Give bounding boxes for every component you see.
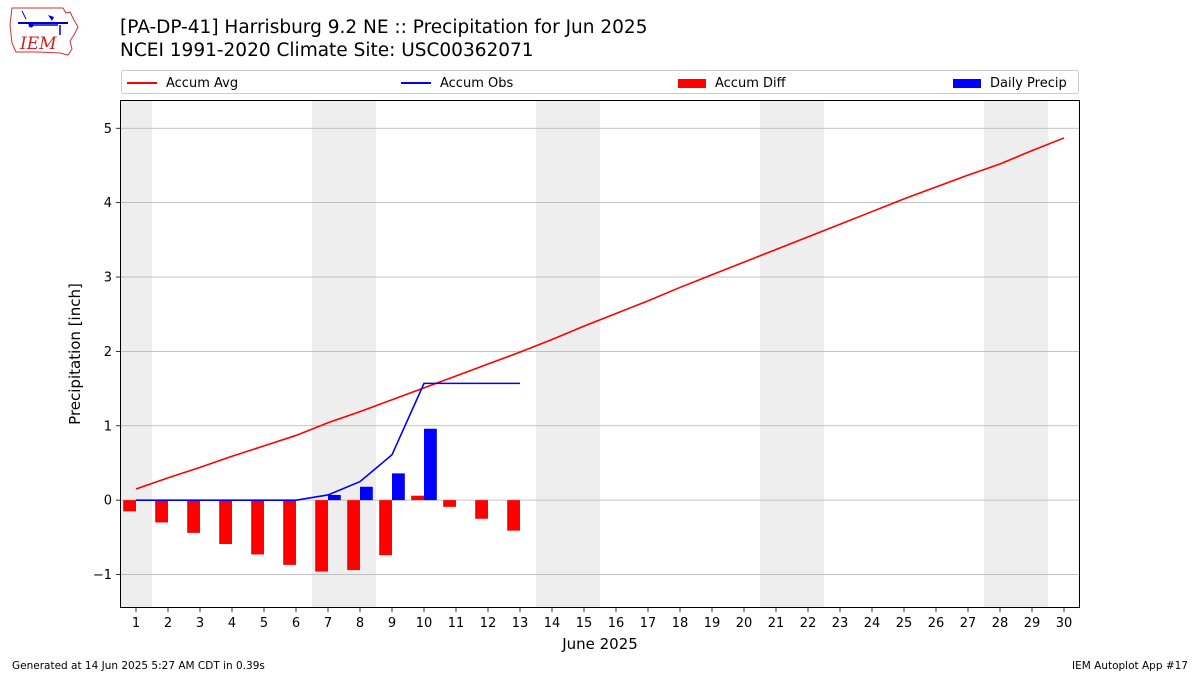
x-tick-label: 15	[576, 616, 593, 631]
lines	[135, 137, 1065, 501]
x-tick-label: 19	[704, 616, 721, 631]
x-tick-label: 12	[480, 616, 497, 631]
x-tick-label: 1	[132, 616, 140, 631]
x-tick-label: 3	[196, 616, 204, 631]
bar-accum-diff	[251, 500, 264, 555]
y-tick-label: 0	[104, 494, 112, 509]
x-tick-label: 26	[928, 616, 945, 631]
x-tick-label: 14	[544, 616, 561, 631]
x-tick-label: 20	[736, 616, 753, 631]
x-tick-label: 7	[324, 616, 332, 631]
x-tick-label: 22	[800, 616, 817, 631]
bar-accum-diff	[347, 500, 360, 571]
y-axis-label: Precipitation [inch]	[66, 283, 84, 425]
bar-accum-diff	[507, 500, 520, 531]
legend-label-daily: Daily Precip	[990, 75, 1067, 91]
x-tick-label: 27	[960, 616, 977, 631]
plot-frame	[120, 100, 1080, 608]
x-tick-label: 8	[356, 616, 364, 631]
generated-footer: Generated at 14 Jun 2025 5:27 AM CDT in …	[12, 660, 265, 672]
weekend-shading	[120, 100, 1048, 608]
x-tick-label: 2	[164, 616, 172, 631]
weekend-band-4	[760, 100, 824, 608]
bar-accum-diff	[411, 495, 424, 501]
legend-item-accum-avg: Accum Avg	[127, 74, 238, 92]
x-tick-label: 24	[864, 616, 881, 631]
app-footer: IEM Autoplot App #17	[1072, 660, 1188, 672]
iem-logo: IEM	[9, 7, 79, 56]
x-tick-label: 18	[672, 616, 689, 631]
bar-daily-precip	[360, 486, 373, 501]
bar-daily-precip	[424, 428, 437, 501]
x-tick-label: 4	[228, 616, 236, 631]
x-tick-label: 16	[608, 616, 625, 631]
legend-swatch-avg	[127, 82, 157, 84]
legend-item-accum-obs: Accum Obs	[401, 74, 513, 92]
bar-accum-diff	[379, 500, 392, 556]
x-axis-ticks: 1 2 3 4 5 6 7 8 9 10 11 12 13 14 15 16 17 18 19 20 21 22 23 24 2…	[132, 608, 1072, 631]
legend-item-daily-precip: Daily Precip	[953, 74, 1067, 92]
legend-swatch-daily	[953, 78, 981, 88]
x-tick-label: 29	[1024, 616, 1041, 631]
bar-accum-diff	[187, 500, 200, 533]
legend-swatch-obs	[401, 82, 431, 84]
bar-accum-diff	[219, 500, 232, 545]
bar-accum-diff	[283, 500, 296, 565]
x-tick-label: 11	[448, 616, 465, 631]
x-tick-label: 23	[832, 616, 849, 631]
weekend-band-1	[120, 100, 152, 608]
chart-subtitle: NCEI 1991-2020 Climate Site: USC00362071	[120, 40, 534, 61]
x-tick-label: 25	[896, 616, 913, 631]
x-tick-label: 13	[512, 616, 529, 631]
bar-daily-precip	[392, 473, 405, 501]
x-tick-label: 6	[292, 616, 300, 631]
bar-daily-precip	[328, 494, 341, 501]
x-tick-label: 17	[640, 616, 657, 631]
gridlines	[120, 127, 1080, 575]
line-accum-avg	[135, 137, 1065, 490]
x-tick-label: 21	[768, 616, 785, 631]
y-tick-label: 3	[104, 271, 112, 286]
weekend-band-3	[536, 100, 600, 608]
x-tick-label: 28	[992, 616, 1009, 631]
legend: Accum Avg Accum Obs Accum Diff Daily Pre…	[121, 70, 1079, 94]
x-tick-label: 9	[388, 616, 396, 631]
logo-text: IEM	[19, 34, 57, 54]
y-axis-ticks: −1 0 1 2 3 4 5	[93, 122, 120, 583]
legend-item-accum-diff: Accum Diff	[678, 74, 786, 92]
bar-accum-diff	[475, 500, 488, 519]
x-tick-label: 30	[1056, 616, 1073, 631]
legend-label-obs: Accum Obs	[440, 75, 514, 91]
bar-accum-diff	[123, 500, 136, 512]
legend-label-diff: Accum Diff	[715, 75, 786, 91]
x-axis-label: June 2025	[561, 635, 638, 653]
bar-accum-diff	[155, 500, 168, 523]
y-tick-label: 2	[104, 345, 112, 360]
line-accum-obs	[136, 382, 520, 501]
y-tick-label: 5	[104, 122, 112, 137]
y-tick-label: −1	[93, 568, 112, 583]
bar-accum-diff	[443, 500, 456, 507]
y-tick-label: 4	[104, 196, 112, 211]
weekend-band-5	[984, 100, 1048, 608]
legend-label-avg: Accum Avg	[166, 75, 239, 91]
y-tick-label: 1	[104, 419, 112, 434]
bars	[123, 428, 520, 572]
chart-title: [PA-DP-41] Harrisburg 9.2 NE :: Precipit…	[120, 17, 648, 38]
legend-swatch-diff	[678, 78, 706, 88]
x-tick-label: 10	[416, 616, 433, 631]
bar-accum-diff	[315, 500, 328, 572]
x-tick-label: 5	[260, 616, 268, 631]
